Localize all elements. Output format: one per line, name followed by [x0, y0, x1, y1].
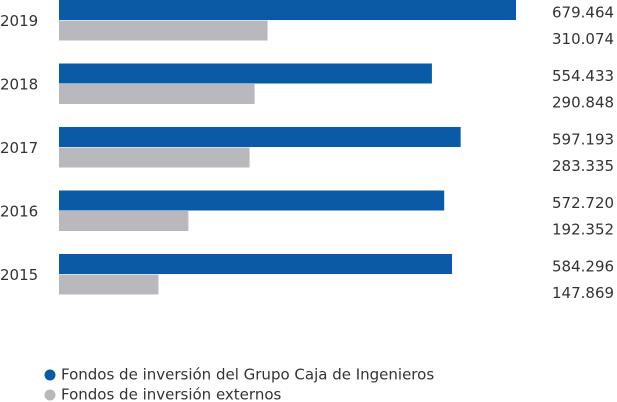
y-tick-label: 2017 — [0, 139, 38, 157]
bar — [59, 147, 250, 168]
value-label: 147.869 — [552, 284, 614, 302]
legend-label: Fondos de inversión externos — [61, 386, 281, 402]
legend-marker — [44, 389, 56, 401]
y-tick-label: 2019 — [0, 12, 38, 30]
bar — [59, 20, 268, 41]
value-label: 584.296 — [552, 258, 614, 276]
legend-label: Fondos de inversión del Grupo Caja de In… — [61, 366, 434, 384]
y-tick-label: 2016 — [0, 203, 38, 221]
value-label: 679.464 — [552, 4, 614, 22]
value-label: 597.193 — [552, 131, 614, 149]
bar — [59, 274, 159, 295]
bar — [59, 63, 432, 84]
y-tick-label: 2015 — [0, 266, 38, 284]
y-tick-label: 2018 — [0, 76, 38, 94]
bar — [59, 190, 445, 211]
legend-marker — [44, 369, 56, 381]
bar — [59, 211, 189, 231]
value-label: 554.433 — [552, 67, 614, 85]
bar — [59, 254, 452, 274]
bar — [59, 84, 255, 104]
value-label: 290.848 — [552, 94, 614, 112]
value-label: 283.335 — [552, 157, 614, 175]
value-label: 192.352 — [552, 221, 614, 239]
bar — [59, 0, 516, 20]
value-label: 572.720 — [552, 194, 614, 212]
bar — [59, 127, 461, 147]
value-label: 310.074 — [552, 30, 614, 48]
